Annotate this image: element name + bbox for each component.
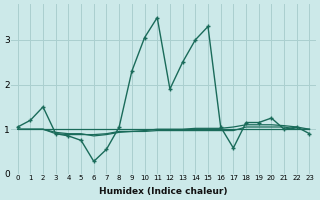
X-axis label: Humidex (Indice chaleur): Humidex (Indice chaleur) xyxy=(99,187,228,196)
